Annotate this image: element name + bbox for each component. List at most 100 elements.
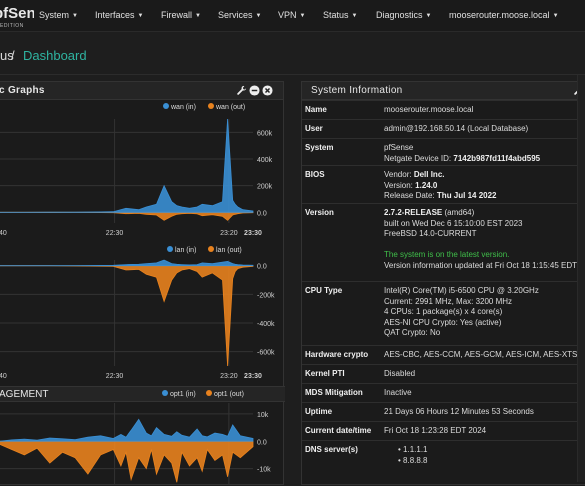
series-in-area xyxy=(0,418,254,442)
y-tick-label: 400k xyxy=(257,157,273,164)
sysinfo-value-line: Intel(R) Core(TM) i5-6500 CPU @ 3.20GHz xyxy=(384,286,539,295)
sysinfo-row-kernel-pti: Kernel PTI Disabled xyxy=(302,364,585,383)
nav-vpn-menu[interactable]: VPN ▼ xyxy=(278,10,305,20)
sysinfo-value-line: QAT Crypto: No xyxy=(384,328,441,337)
legend-opt1-in[interactable]: opt1 (in) xyxy=(162,390,196,398)
sysinfo-value-line: Inactive xyxy=(384,388,412,397)
sysinfo-label: User xyxy=(305,124,323,133)
legend-wan-in[interactable]: wan (in) xyxy=(163,103,196,111)
sysinfo-value: Disabled xyxy=(384,369,415,380)
sysinfo-row-hardware-crypto: Hardware crypto AES-CBC, AES-CCM, AES-GCM… xyxy=(302,345,585,364)
sysinfo-label: Hardware crypto xyxy=(305,350,369,359)
brand-name: pfSense xyxy=(0,5,34,22)
legend-wan-out[interactable]: wan (out) xyxy=(208,103,245,111)
x-tick-label: 23:20 xyxy=(220,230,238,237)
nav-label: System xyxy=(39,10,70,20)
nav-label: Status xyxy=(323,10,349,20)
legend-label: wan (in) xyxy=(171,104,196,111)
caret-down-icon: ▼ xyxy=(72,13,78,19)
traffic-graphs-header: c Graphs xyxy=(0,82,283,100)
legend-label: lan (in) xyxy=(175,247,197,254)
breadcrumb-status[interactable]: us xyxy=(0,48,14,63)
legend-label: wan (out) xyxy=(216,104,246,111)
opt1-traffic-chart: 10k 0.0 -10k xyxy=(0,403,271,485)
breadcrumb: us / Dashboard xyxy=(0,33,585,75)
sysinfo-value: 21 Days 06 Hours 12 Minutes 53 Seconds xyxy=(384,407,534,418)
system-information-title: System Information xyxy=(311,85,403,96)
sysinfo-value-line: 21 Days 06 Hours 12 Minutes 53 Seconds xyxy=(384,407,534,416)
brand-logo[interactable]: pfSense EDITION xyxy=(0,3,34,31)
nav-system-menu[interactable]: System ▼ xyxy=(39,10,78,20)
sysinfo-label: MDS Mitigation xyxy=(305,388,363,397)
caret-down-icon: ▼ xyxy=(425,13,432,19)
sysinfo-value: pfSense Netgate Device ID: 7142b987fd11f4… xyxy=(384,143,540,164)
legend-lan-out[interactable]: lan (out) xyxy=(208,246,242,254)
sysinfo-value-line: AES-NI CPU Crypto: Yes (active) xyxy=(384,317,502,327)
sysinfo-value-line: admin@192.168.50.14 (Local Database) xyxy=(384,124,529,133)
sysinfo-value-line: Current: 2991 MHz, Max: 3200 MHz xyxy=(384,296,513,306)
sysinfo-label: Version xyxy=(305,208,334,217)
caret-down-icon: ▼ xyxy=(255,13,262,19)
x-tick-label: 23:30 xyxy=(244,373,262,380)
caret-down-icon: ▼ xyxy=(351,13,358,19)
x-tick-label: 23:20 xyxy=(220,373,238,380)
sysinfo-value-line: Version: 1.24.0 xyxy=(384,180,438,190)
nav-status-menu[interactable]: Status ▼ xyxy=(323,10,357,20)
nav-diagnostics-menu[interactable]: Diagnostics ▼ xyxy=(376,10,431,20)
sysinfo-row-dns-server-s-: DNS server(s) • 1.1.1.1 • 8.8.8.8 xyxy=(302,440,585,470)
minimize-icon[interactable] xyxy=(249,85,260,96)
sysinfo-row-name: Name mooserouter.moose.local xyxy=(302,100,585,119)
sysinfo-value-line: • 8.8.8.8 xyxy=(398,455,428,465)
sysinfo-row-bios: BIOS Vendor: Dell Inc. Version: 1.24.0 Rele… xyxy=(302,165,585,203)
lan-traffic-chart: 0.0 -200k -400k -600k 40 22:30 23:20 23:30 xyxy=(0,259,275,380)
legend-swatch xyxy=(206,390,212,396)
legend-swatch xyxy=(208,246,214,252)
nav-label: Interfaces xyxy=(95,10,135,20)
legend-swatch xyxy=(167,246,173,252)
legend-label: lan (out) xyxy=(216,247,242,254)
caret-down-icon: ▼ xyxy=(195,13,201,19)
y-tick-label: 0.0 xyxy=(257,210,267,217)
traffic-graphs-panel: c Graphs wan (in) wan (out) 600k 400k 200k… xyxy=(0,81,285,485)
x-tick-label: 22:30 xyxy=(106,230,124,237)
y-tick-label: -400k xyxy=(257,321,275,328)
nav-services-menu[interactable]: Services ▼ xyxy=(218,10,261,20)
sysinfo-row-current-date-time: Current date/time Fri Oct 18 1:23:28 EDT … xyxy=(302,421,585,440)
nav-hostname-menu[interactable]: mooserouter.moose.local ▼ xyxy=(449,10,559,20)
legend-opt1-out[interactable]: opt1 (out) xyxy=(206,390,244,398)
x-tick-label: 23:30 xyxy=(244,230,262,237)
y-tick-label: -10k xyxy=(257,467,271,474)
management-graph-title: AGEMENT xyxy=(0,389,49,400)
nav-interfaces-menu[interactable]: Interfaces ▼ xyxy=(95,10,143,20)
top-navbar: pfSense EDITION System▼ Interfaces▼ Fire… xyxy=(0,0,585,32)
traffic-graphs-title: c Graphs xyxy=(0,85,45,96)
nav-label: Diagnostics xyxy=(376,10,423,20)
sysinfo-label: System xyxy=(305,143,334,152)
sysinfo-row-version: Version 2.7.2-RELEASE (amd64) built on Wed… xyxy=(302,203,585,281)
close-icon[interactable] xyxy=(262,85,273,96)
legend-label: opt1 (in) xyxy=(170,391,196,398)
series-in-area xyxy=(0,259,254,267)
caret-down-icon: ▼ xyxy=(137,13,144,19)
nav-firewall-menu[interactable]: Firewall ▼ xyxy=(161,10,201,20)
legend-swatch xyxy=(208,103,214,109)
wrench-icon[interactable] xyxy=(236,85,247,96)
sysinfo-value-line: • 1.1.1.1 xyxy=(398,445,428,454)
nav-label: VPN xyxy=(278,10,297,20)
nav-label: Firewall xyxy=(161,10,193,20)
sysinfo-value-line: FreeBSD 14.0-CURRENT xyxy=(384,229,477,238)
sysinfo-value: AES-CBC, AES-CCM, AES-GCM, AES-ICM, AES-… xyxy=(384,350,577,361)
y-tick-label: 200k xyxy=(257,184,273,191)
sysinfo-value: admin@192.168.50.14 (Local Database) xyxy=(384,124,528,135)
series-in-area xyxy=(0,118,254,213)
page-scrollbar[interactable] xyxy=(577,75,585,482)
sysinfo-value-line xyxy=(384,240,585,251)
sysinfo-value-line: pfSense xyxy=(384,143,414,152)
system-information-header: System Information xyxy=(302,82,585,100)
sysinfo-value-line: AES-CBC, AES-CCM, AES-GCM, AES-ICM, AES-… xyxy=(384,350,578,359)
breadcrumb-dashboard[interactable]: Dashboard xyxy=(23,48,87,63)
legend-lan-in[interactable]: lan (in) xyxy=(167,246,196,254)
caret-down-icon: ▼ xyxy=(552,13,559,19)
legend-swatch xyxy=(162,390,168,396)
sysinfo-label: Name xyxy=(305,105,327,114)
